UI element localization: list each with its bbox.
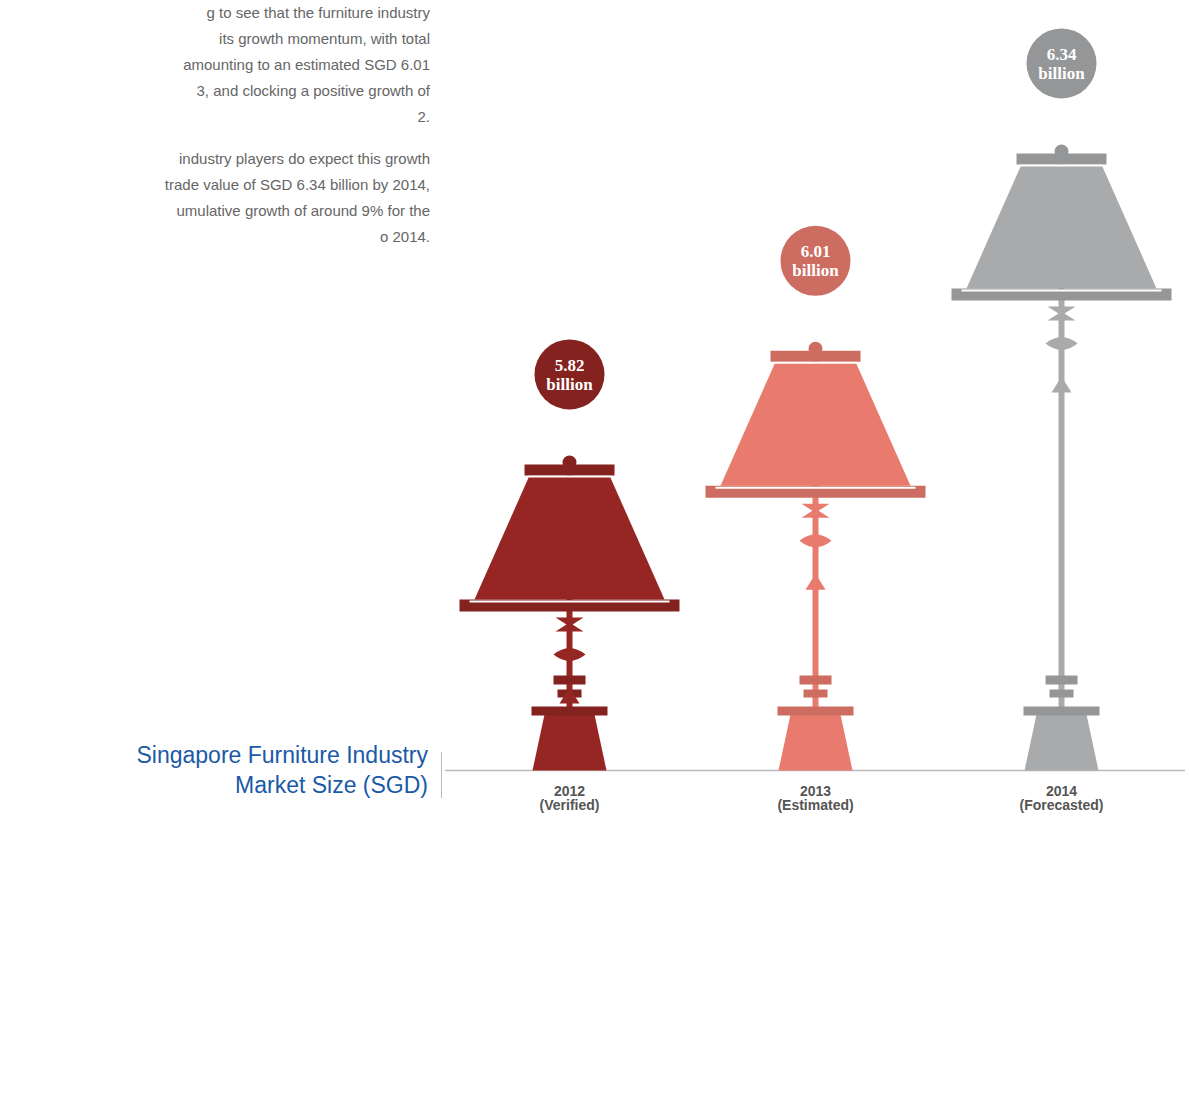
svg-text:2012(Verified): 2012(Verified) — [540, 783, 600, 813]
svg-text:5.82billion: 5.82billion — [546, 356, 593, 394]
svg-text:6.01billion: 6.01billion — [792, 242, 839, 280]
svg-text:6.34billion: 6.34billion — [1038, 45, 1085, 83]
html-text:g to see that the furniture in: g to see that the furniture industry its… — [183, 4, 430, 125]
html-text:Singapore Furniture Industry M: Singapore Furniture Industry Market Size… — [136, 742, 428, 798]
html-text:industry players do expect thi: industry players do expect this growth t… — [164, 150, 430, 245]
svg-text:2013(Estimated): 2013(Estimated) — [777, 783, 853, 813]
svg-text:2014(Forecasted): 2014(Forecasted) — [1019, 783, 1103, 813]
